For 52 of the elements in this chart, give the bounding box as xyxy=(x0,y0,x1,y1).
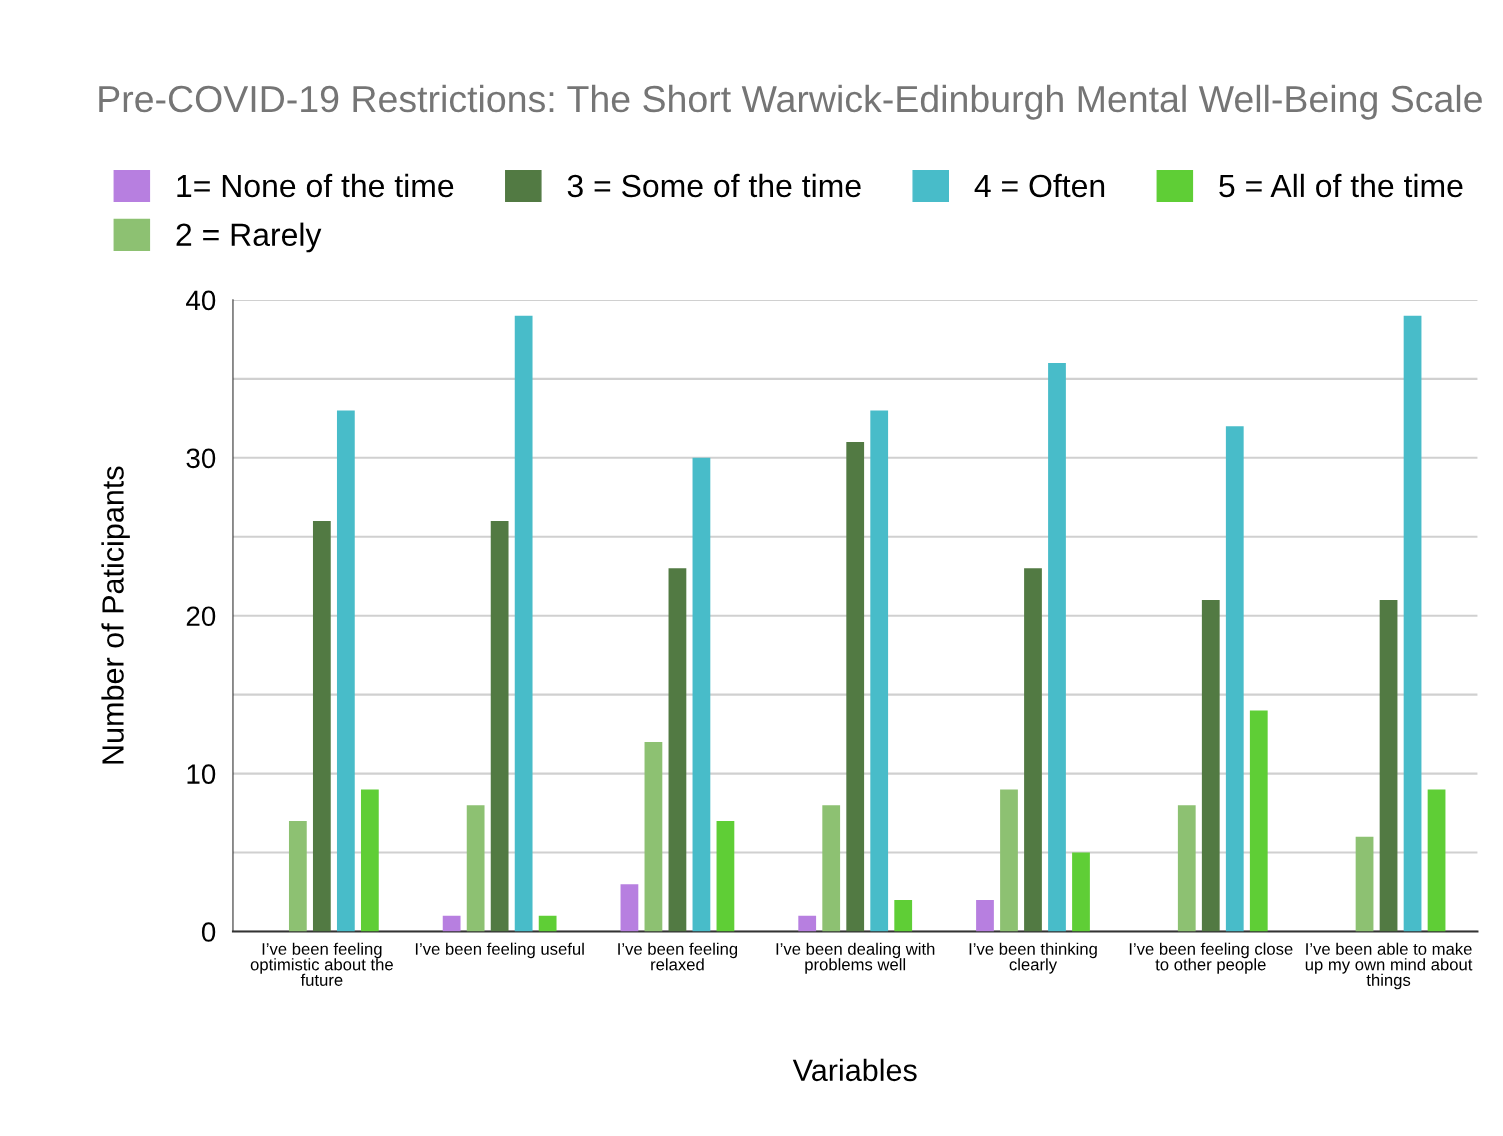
x-tick-label: I’ve been able to make up my own mind about things xyxy=(1305,942,1473,990)
bar xyxy=(1201,599,1220,932)
bar xyxy=(798,915,817,932)
bar xyxy=(312,520,331,932)
bar xyxy=(514,315,533,932)
bar xyxy=(692,457,711,932)
y-axis-title: Number of Paticipants xyxy=(101,466,130,764)
bar xyxy=(1225,426,1244,932)
bar xyxy=(1403,315,1422,932)
bar xyxy=(1000,789,1018,932)
bar xyxy=(288,820,307,932)
legend-label: 2 = Rarely xyxy=(176,222,322,253)
bar xyxy=(360,789,379,932)
bar xyxy=(1355,836,1374,932)
bar xyxy=(894,899,913,932)
bar xyxy=(668,568,687,932)
bar xyxy=(716,820,735,932)
bar xyxy=(620,884,639,932)
legend-label: 3 = Some of the time xyxy=(567,173,861,198)
bar xyxy=(1427,789,1446,932)
bar xyxy=(870,410,889,932)
bar xyxy=(442,915,461,932)
bar xyxy=(1249,710,1268,932)
bar xyxy=(976,899,994,932)
x-tick-label: I’ve been dealing with problems well xyxy=(776,942,935,974)
bar xyxy=(466,805,485,932)
legend-label: 1= None of the time xyxy=(177,173,454,198)
x-tick-label: I’ve been feeling close to other people xyxy=(1129,942,1293,974)
x-tick-label: I’ve been feeling useful xyxy=(415,942,584,959)
bar xyxy=(1072,852,1090,932)
bar xyxy=(846,442,865,932)
bar xyxy=(336,410,355,932)
x-tick-label: I’ve been feeling relaxed xyxy=(618,942,738,971)
bar xyxy=(1379,599,1398,932)
x-axis-title: Variables xyxy=(792,1058,917,1082)
chart-title: Pre-COVID-19 Restrictions: The Short Warwick-Edinburgh Mental Well-Being Scale xyxy=(99,84,1482,120)
bar xyxy=(538,915,557,932)
y-tick-label: 40 xyxy=(186,290,216,311)
bar xyxy=(644,742,663,932)
legend-label: 5 = All of the time xyxy=(1219,173,1463,198)
legend-label: 4 = Often xyxy=(974,173,1105,198)
bar xyxy=(1177,805,1196,932)
y-tick-label: 30 xyxy=(186,448,216,469)
x-tick-label: I’ve been feeling optimistic about the future xyxy=(250,942,393,986)
y-tick-label: 20 xyxy=(186,606,216,627)
bar xyxy=(1048,363,1066,932)
x-tick-label: I’ve been thinking clearly xyxy=(969,942,1097,974)
y-tick-label: 10 xyxy=(187,764,216,784)
bar xyxy=(490,520,509,932)
y-tick-label: 0 xyxy=(201,922,216,942)
bar xyxy=(1024,568,1042,932)
bar xyxy=(822,805,841,932)
